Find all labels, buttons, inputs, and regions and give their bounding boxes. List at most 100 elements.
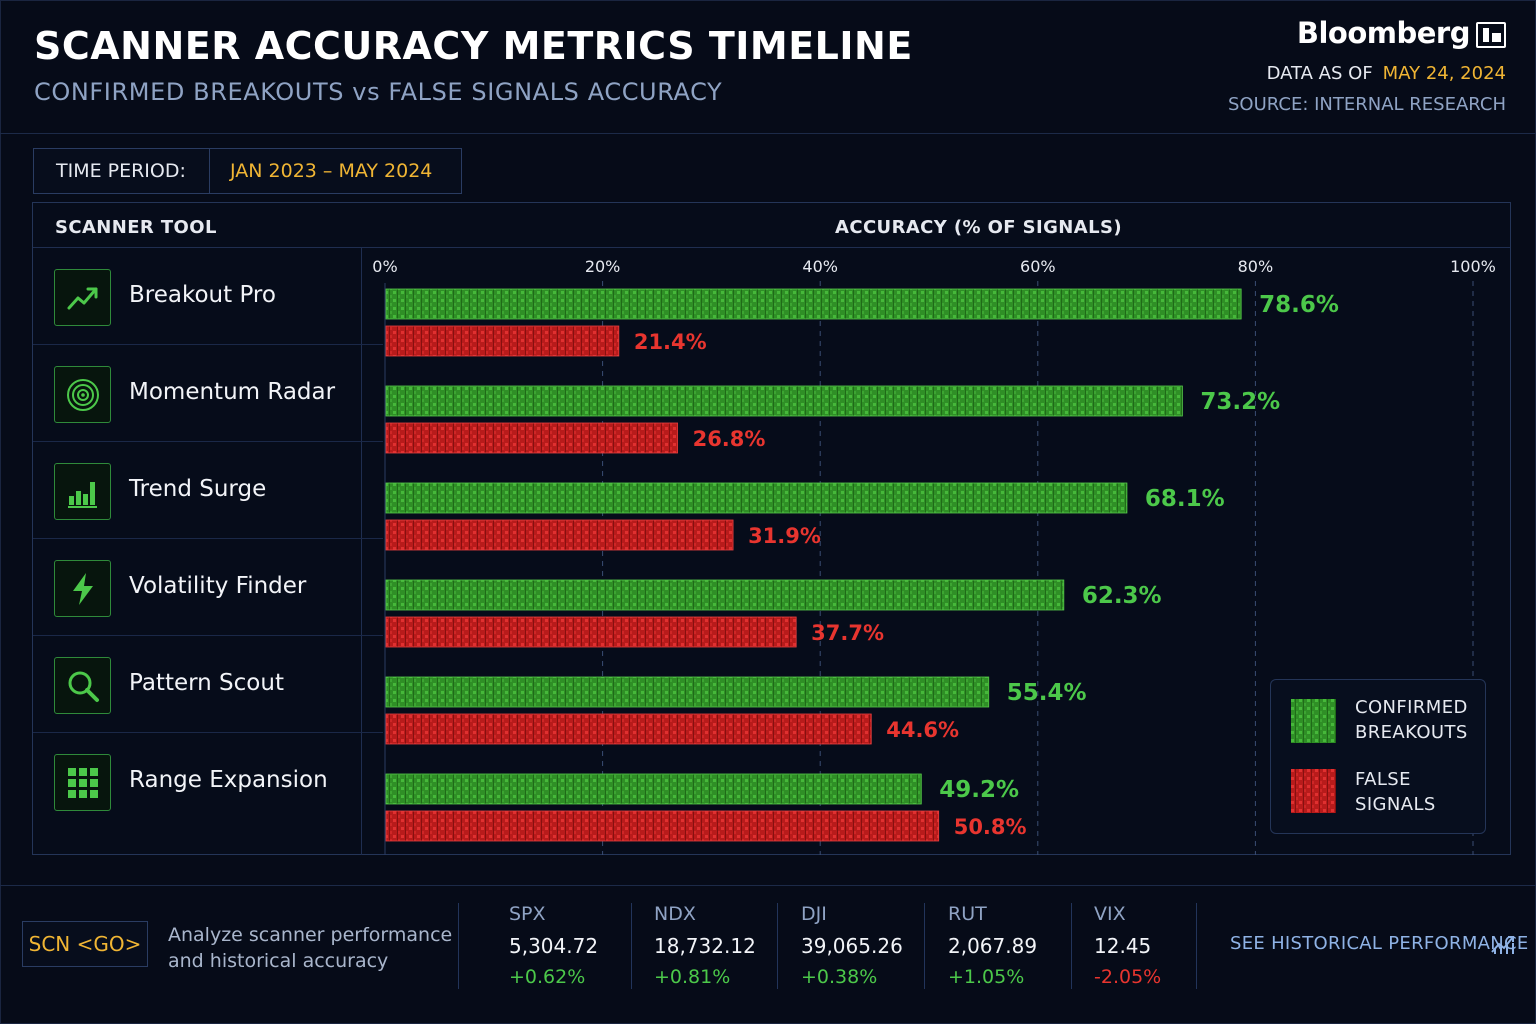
- ticker-dji[interactable]: DJI 39,065.26 +0.38%: [801, 903, 903, 988]
- bar-false-signal: [385, 325, 620, 357]
- time-period-label: TIME PERIOD:: [34, 149, 210, 193]
- bar-confirmed: [385, 773, 922, 805]
- time-period-value[interactable]: JAN 2023 – MAY 2024: [230, 160, 433, 182]
- tool-name: Breakout Pro: [129, 282, 276, 308]
- bar-label-false-signal: 21.4%: [634, 330, 707, 354]
- grid-icon: [54, 754, 111, 811]
- tool-row-volatility-finder[interactable]: Volatility Finder: [33, 539, 383, 636]
- footer-separator: [1071, 903, 1072, 989]
- ticker-change: +0.38%: [801, 966, 878, 988]
- bar-label-false-signal: 44.6%: [886, 718, 959, 742]
- bar-label-confirmed: 73.2%: [1200, 389, 1280, 415]
- chart-panel: SCANNER TOOL ACCURACY (% OF SIGNALS) Bre…: [32, 202, 1511, 855]
- brand-logo-text: Bloomberg: [1296, 16, 1471, 50]
- bar-label-confirmed: 78.6%: [1259, 292, 1339, 318]
- page-title: SCANNER ACCURACY METRICS TIMELINE: [34, 24, 913, 68]
- bar-chart-icon: [54, 463, 111, 520]
- tool-row-breakout-pro[interactable]: Breakout Pro: [33, 248, 383, 345]
- ticker-price: 2,067.89: [948, 934, 1038, 958]
- bar-false-signal: [385, 810, 940, 842]
- header-divider: [0, 133, 1536, 134]
- x-tick-label: 20%: [585, 257, 621, 276]
- ticker-symbol: NDX: [654, 903, 696, 925]
- x-tick-label: 40%: [802, 257, 838, 276]
- command-description-line1: Analyze scanner performance: [168, 924, 453, 946]
- bar-label-false-signal: 50.8%: [954, 815, 1027, 839]
- legend-label-false-line2: SIGNALS: [1355, 794, 1436, 815]
- footer-separator: [924, 903, 925, 989]
- lightning-icon: [54, 560, 111, 617]
- bar-label-confirmed: 62.3%: [1082, 583, 1162, 609]
- time-period-selector[interactable]: TIME PERIOD: JAN 2023 – MAY 2024: [33, 148, 462, 194]
- bar-label-confirmed: 55.4%: [1007, 680, 1087, 706]
- legend-label-false-line1: FALSE: [1355, 769, 1411, 790]
- tool-name: Pattern Scout: [129, 670, 284, 696]
- page-subtitle: CONFIRMED BREAKOUTS vs FALSE SIGNALS ACC…: [34, 78, 723, 106]
- legend-swatch-false: [1291, 769, 1336, 813]
- command-description: Analyze scanner performance and historic…: [168, 922, 452, 974]
- footer-separator: [1196, 903, 1197, 989]
- chart-legend: CONFIRMED BREAKOUTS FALSE SIGNALS: [1270, 679, 1486, 834]
- ticker-symbol: SPX: [509, 903, 546, 925]
- x-tick-label: 0%: [372, 257, 397, 276]
- ticker-price: 18,732.12: [654, 934, 756, 958]
- footer-separator: [777, 903, 778, 989]
- magnifier-icon: [54, 657, 111, 714]
- bar-confirmed: [385, 579, 1065, 611]
- legend-label-confirmed-line1: CONFIRMED: [1355, 697, 1468, 718]
- bar-label-false-signal: 31.9%: [748, 524, 821, 548]
- ticker-change: +0.62%: [509, 966, 586, 988]
- bar-confirmed: [385, 482, 1128, 514]
- bar-false-signal: [385, 713, 872, 745]
- tool-row-trend-surge[interactable]: Trend Surge: [33, 442, 383, 539]
- data-as-of-date: MAY 24, 2024: [1382, 63, 1506, 84]
- ticker-spx[interactable]: SPX 5,304.72 +0.62%: [509, 903, 598, 988]
- accuracy-bar-chart: 0% 20% 40% 60% 80% 100% 78.6% 21.4% 73.2% 26.8% 6…: [372, 257, 1496, 855]
- legend-label-confirmed-line2: BREAKOUTS: [1355, 722, 1468, 743]
- command-button[interactable]: SCN <GO>: [22, 921, 148, 967]
- ticker-ndx[interactable]: NDX 18,732.12 +0.81%: [654, 903, 756, 988]
- bar-false-signal: [385, 519, 734, 551]
- tool-row-range-expansion[interactable]: Range Expansion: [33, 733, 383, 830]
- source-note: SOURCE: INTERNAL RESEARCH: [1228, 94, 1506, 115]
- scanner-tool-column-header: SCANNER TOOL: [55, 217, 217, 238]
- bar-label-false-signal: 37.7%: [811, 621, 884, 645]
- bar-false-signal: [385, 422, 678, 454]
- x-tick-label: 80%: [1238, 257, 1274, 276]
- tool-name: Range Expansion: [129, 767, 328, 793]
- x-tick-label: 60%: [1020, 257, 1056, 276]
- accuracy-column-header: ACCURACY (% OF SIGNALS): [835, 217, 1122, 238]
- ticker-change: -2.05%: [1094, 966, 1162, 988]
- legend-swatch-confirmed: [1291, 699, 1336, 743]
- ticker-rut[interactable]: RUT 2,067.89 +1.05%: [948, 903, 1037, 988]
- see-historical-performance-link[interactable]: SEE HISTORICAL PERFORMANCE: [1230, 933, 1529, 954]
- tool-name: Volatility Finder: [129, 573, 307, 599]
- footer-separator: [458, 903, 459, 989]
- chart-link-icon[interactable]: [1490, 930, 1516, 956]
- ticker-symbol: RUT: [948, 903, 987, 925]
- trend-up-icon: [54, 269, 111, 326]
- header-row-divider: [33, 247, 1510, 248]
- bloomberg-logo-icon: [1476, 22, 1506, 48]
- bar-confirmed: [385, 385, 1183, 417]
- bar-label-false-signal: 26.8%: [693, 427, 766, 451]
- data-as-of: DATA AS OF MAY 24, 2024: [1267, 63, 1506, 84]
- tool-row-momentum-radar[interactable]: Momentum Radar: [33, 345, 383, 442]
- tool-column-divider: [361, 247, 362, 855]
- ticker-symbol: DJI: [801, 903, 827, 925]
- bar-confirmed: [385, 288, 1242, 320]
- legend-label-false: FALSE SIGNALS: [1355, 767, 1436, 817]
- tool-row-pattern-scout[interactable]: Pattern Scout: [33, 636, 383, 733]
- ticker-vix[interactable]: VIX 12.45 -2.05%: [1094, 903, 1161, 988]
- bar-label-confirmed: 49.2%: [939, 777, 1019, 803]
- ticker-price: 12.45: [1094, 934, 1152, 958]
- bar-false-signal: [385, 616, 797, 648]
- radar-icon: [54, 366, 111, 423]
- tool-name: Momentum Radar: [129, 379, 336, 405]
- ticker-symbol: VIX: [1094, 903, 1126, 925]
- command-description-line2: and historical accuracy: [168, 950, 389, 972]
- legend-label-confirmed: CONFIRMED BREAKOUTS: [1355, 695, 1468, 745]
- tool-name: Trend Surge: [129, 476, 267, 502]
- data-as-of-label: DATA AS OF: [1266, 63, 1373, 84]
- ticker-price: 5,304.72: [509, 934, 599, 958]
